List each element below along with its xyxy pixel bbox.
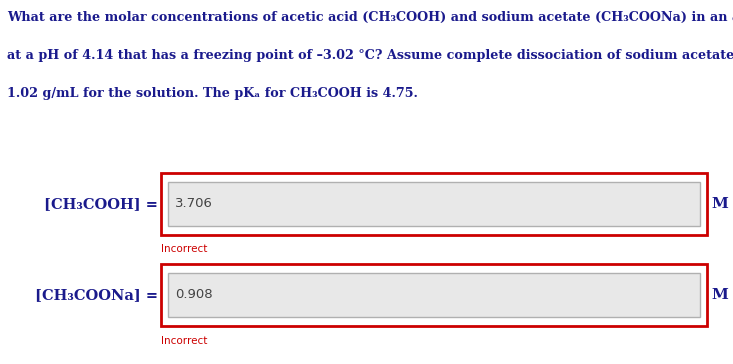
Text: [CH₃COOH] =: [CH₃COOH] = — [44, 197, 158, 211]
Text: at a pH of 4.14 that has a freezing point of –3.02 °C? Assume complete dissociat: at a pH of 4.14 that has a freezing poin… — [7, 49, 733, 62]
Bar — [161, 264, 707, 326]
Text: 3.706: 3.706 — [175, 197, 213, 210]
Text: 1.02 g/mL for the solution. The pKₐ for CH₃COOH is 4.75.: 1.02 g/mL for the solution. The pKₐ for … — [7, 87, 419, 100]
Text: What are the molar concentrations of acetic acid (CH₃COOH) and sodium acetate (C: What are the molar concentrations of ace… — [7, 11, 733, 24]
Bar — [168, 182, 700, 226]
Text: 0.908: 0.908 — [175, 288, 213, 301]
Text: [CH₃COONa] =: [CH₃COONa] = — [34, 288, 158, 302]
Text: Incorrect: Incorrect — [161, 336, 207, 345]
Text: M: M — [711, 197, 728, 211]
Bar — [168, 273, 700, 317]
Text: Incorrect: Incorrect — [161, 244, 207, 254]
Text: M: M — [711, 288, 728, 302]
Bar — [161, 173, 707, 235]
